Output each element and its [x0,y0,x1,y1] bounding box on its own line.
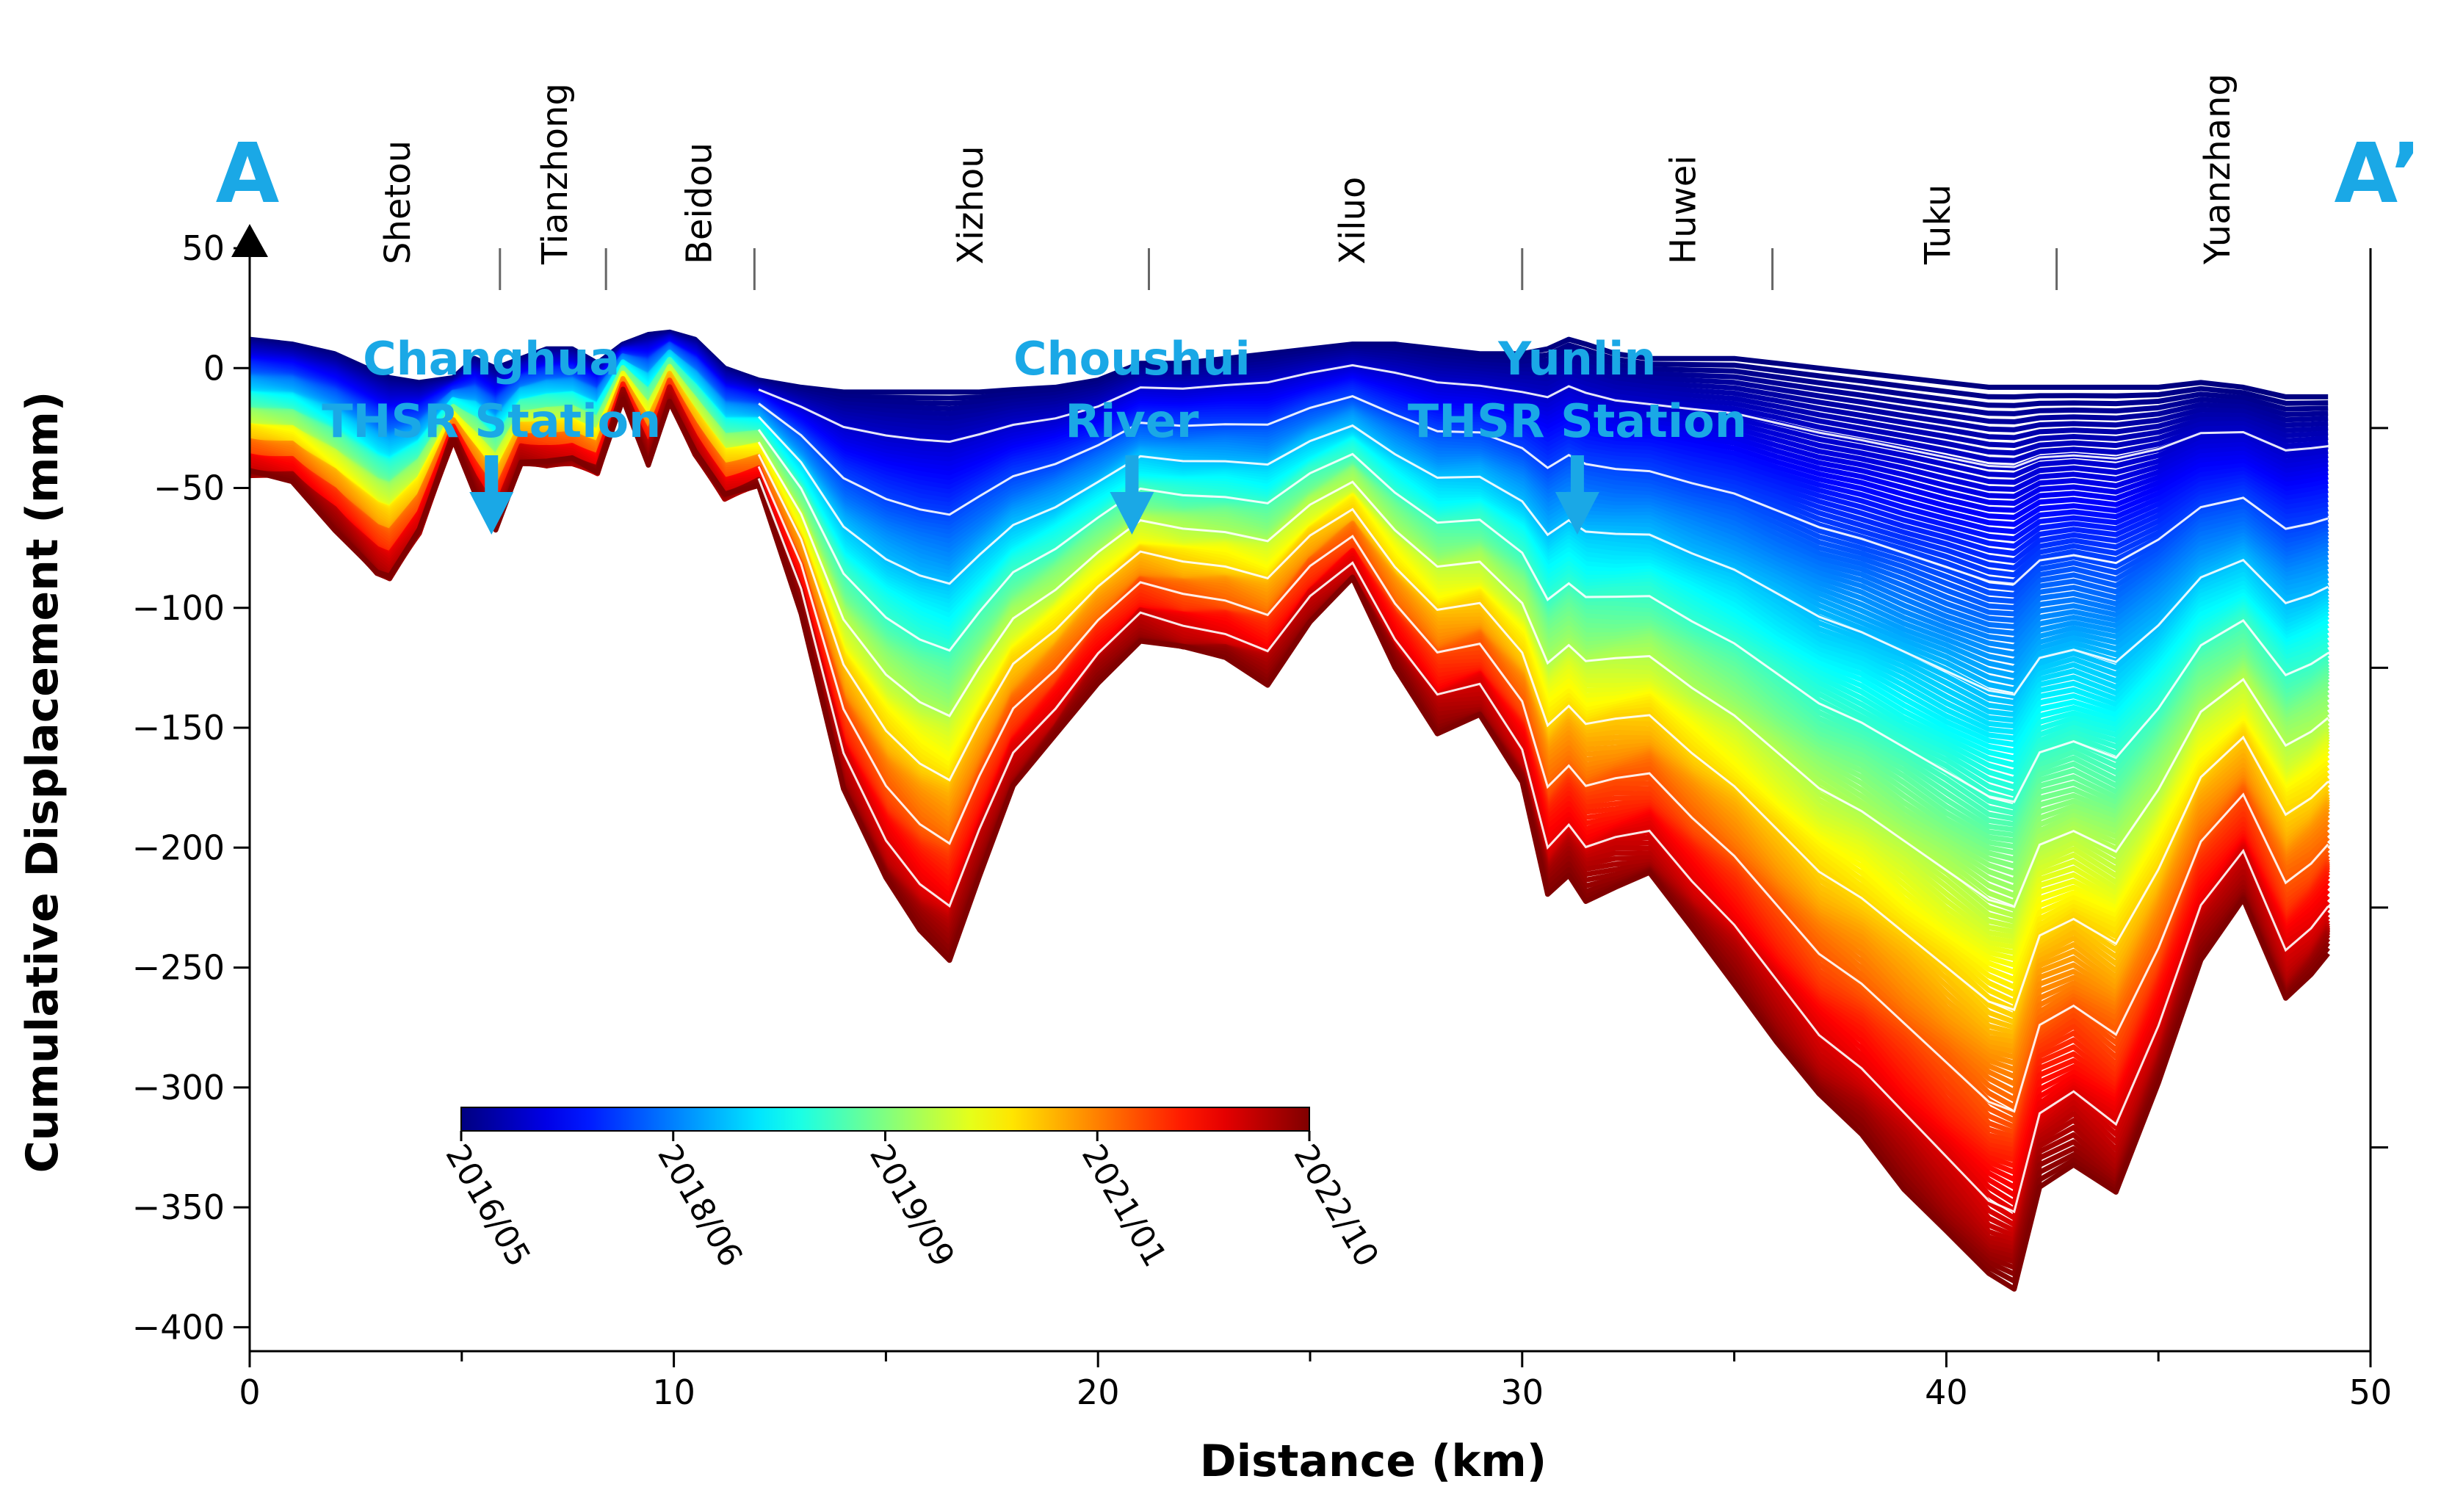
displacement-curves [248,329,2331,1292]
annotation-label: THSR Station [1408,394,1747,448]
x-tick-label: 20 [1077,1372,1120,1412]
profile-direction-arrow [231,224,268,257]
y-tick-label: 50 [181,228,225,268]
colorbar-date-label: 2019/09 [862,1138,962,1273]
y-tick-label: −200 [132,828,225,867]
annotation-label: Yunlin [1497,332,1656,386]
data-gap-line [757,466,2329,1113]
data-gap-line [757,478,2329,1214]
y-tick-label: −300 [132,1068,225,1107]
annotation-arrow-icon [1110,492,1154,535]
town-label: Tuku [1917,184,1959,265]
y-tick-label: −150 [132,708,225,748]
town-label: Huwei [1663,155,1704,264]
data-gap-line [758,363,2329,469]
x-tick-label: 50 [2349,1372,2393,1412]
colorbar-date-label: 2022/10 [1286,1138,1386,1273]
annotation-label: River [1065,394,1198,448]
data-gap-line [758,395,2329,585]
displacement-curve [249,397,2330,1292]
annotation-label: THSR Station [322,394,661,448]
annotation-arrow-icon [1555,492,1599,535]
annotation-label: Changhua [363,332,620,386]
town-label: Beidou [679,142,720,264]
data-gap-line [757,441,2329,908]
axes: 0 10 20 30 40 50 50 0 −50 −100 −150 −200 −250 −300 −35… [132,224,2393,1412]
data-gap-line [757,429,2329,803]
annotation-arrow-shaft [485,455,499,496]
town-labels: Shetou Tianzhong Beidou Xizhou Xiluo Huwei Tuk… [377,73,2238,290]
y-axis-title: Cumulative Displacement (mm) [17,391,68,1173]
annotation-arrow-icon [469,492,514,535]
colorbar-date-label: 2018/06 [650,1138,750,1273]
x-axis-title: Distance (km) [1200,1436,1547,1487]
colorbar-date-label: 2016/05 [438,1138,538,1273]
x-tick-label: 0 [239,1372,260,1412]
y-tick-label: −400 [132,1307,225,1347]
profile-end-label: A’ [2335,126,2422,222]
annotation-arrow-shaft [1125,455,1139,496]
data-gap-line [758,416,2329,696]
colorbar-gradient [460,1107,1310,1132]
town-label: Shetou [377,140,419,264]
data-gap-line [757,454,2329,1011]
y-tick-label: −100 [132,588,225,628]
annotations: Changhua THSR Station Choushui River Yunlin T… [322,332,1747,535]
y-tick-label: 0 [203,348,225,388]
town-label: Tianzhong [535,83,576,265]
y-tick-label: −350 [132,1187,225,1227]
colorbar: 2016/05 2018/06 2019/09 2021/01 2022/10 [438,1107,1386,1273]
y-tick-label: −250 [132,948,225,988]
annotation-arrow-shaft [1570,455,1584,496]
town-label: Yuanzhang [2197,73,2238,265]
town-label: Xizhou [950,145,991,264]
x-tick-label: 40 [1925,1372,1968,1412]
colorbar-date-label: 2021/01 [1074,1138,1174,1273]
profile-start-label: A [216,126,280,222]
y-tick-label: −50 [153,469,225,508]
town-label: Xiluo [1332,177,1373,264]
x-tick-label: 30 [1501,1372,1544,1412]
annotation-label: Choushui [1013,332,1251,386]
x-tick-label: 10 [652,1372,695,1412]
